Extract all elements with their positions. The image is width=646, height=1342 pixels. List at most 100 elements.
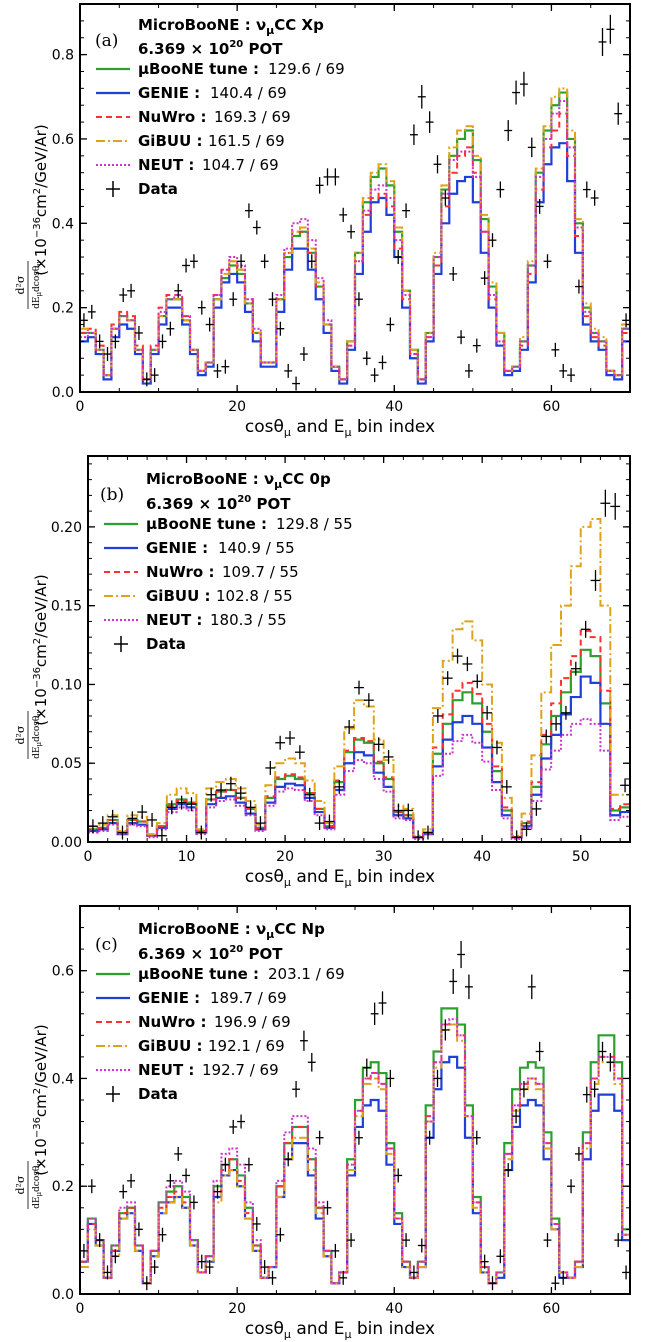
panel-c-xtick-label: 0 [76, 1301, 85, 1317]
panel-b-data-point [324, 814, 335, 829]
panel-a-data-point [598, 27, 607, 56]
panel-a-data-point [465, 363, 473, 378]
panel-a-data-point [457, 330, 465, 345]
panel-c-legend-entry: μBooNE tune : 203.1 / 69 [96, 965, 345, 983]
panel-c-legend-entry: Data [106, 1085, 178, 1103]
panel-a-ylabel: (×10−36cm2/GeV/Ar) [32, 124, 50, 275]
panel-a-data-point [80, 313, 88, 328]
panel-c-data-point [190, 1195, 198, 1210]
panel-c-data-point [378, 991, 387, 1015]
panel-c-data-point [213, 1184, 222, 1199]
panel-b-series-genie [88, 675, 630, 839]
panel-a-data-point [480, 271, 489, 286]
panel-c-data-point [103, 1265, 112, 1280]
panel-b-legend-entry: μBooNE tune : 129.8 / 55 [104, 515, 353, 533]
panel-c-ylabel-frac: d²σ dEμdcosθμ [14, 1161, 43, 1209]
panel-a-data-point [488, 233, 497, 248]
panel-c-data-point [87, 1179, 96, 1194]
panel-b-data-point [156, 828, 167, 842]
panel-c-xlabel: cosθμ and Eμ bin index [245, 1319, 435, 1341]
panel-c-legend-entry: GiBUU : 192.1 / 69 [96, 1037, 285, 1055]
panel-c-data-point [567, 1179, 575, 1194]
panel-b-data-point [265, 761, 276, 775]
panel-a-data-point [433, 155, 442, 174]
panel-a-data-point [543, 254, 552, 269]
svg-text:NEUT :: NEUT : [138, 1061, 194, 1079]
panel-b-legend: μBooNE tune : 129.8 / 55 GENIE : 140.9 / 55… [104, 515, 353, 653]
panel-a-legend-entry: GiBUU : 161.5 / 69 [96, 132, 285, 150]
panel-b-data-point [166, 800, 177, 815]
panel-c-data-point [590, 1081, 599, 1098]
svg-text:180.3 / 55: 180.3 / 55 [210, 611, 287, 629]
panel-c-data-point [182, 1168, 190, 1183]
panel-c-data-point [512, 1109, 520, 1124]
panel-a-data-point [606, 14, 615, 44]
panel-a-legend-entry: μBooNE tune : 129.6 / 69 [96, 60, 345, 78]
panel-c-data-point [457, 940, 465, 969]
panel-c-data-point [386, 1069, 395, 1088]
panel-c-data-point [307, 1053, 316, 1072]
panel-c-series-neut [80, 1018, 630, 1285]
panel-b-data-point [255, 816, 266, 831]
panel-c-legend: μBooNE tune : 203.1 / 69 GENIE : 189.7 / 69… [96, 965, 345, 1103]
panel-b-label: (b) [100, 485, 124, 505]
panel-b-data-point [176, 795, 187, 810]
panel-b-xtick-label: 50 [572, 849, 590, 865]
panel-c-data-point [425, 1130, 434, 1145]
panel-a-data-point [472, 338, 481, 353]
panel-b-data-point [472, 674, 483, 689]
svg-text:μBooNE tune :: μBooNE tune : [138, 965, 259, 983]
panel-a-data-point [582, 181, 591, 198]
panel-c-data-point [370, 1002, 379, 1025]
panel-a-data-point [237, 254, 245, 269]
panel-c-data-point [394, 1168, 403, 1183]
panel-c: 0 20 40 60 0.0 0.2 0.4 0.6 (c) MicroBooNE : νμC… [14, 905, 631, 1341]
panel-c-data-point [527, 974, 536, 1000]
panel-a-legend: μBooNE tune : 129.6 / 69 GENIE : 140.4 / 69… [96, 60, 345, 198]
panel-c-data-point [504, 1163, 513, 1178]
panel-b-data-point [501, 779, 512, 794]
panel-c-data-point [614, 1233, 623, 1248]
panel-a-data-point [205, 317, 214, 332]
panel-c-data-point [472, 1130, 481, 1145]
panel-a-data-point [174, 283, 183, 298]
panel-a-data-point [370, 368, 379, 383]
panel-a-data-point [535, 199, 544, 214]
panel-b-data-point [600, 489, 611, 517]
panel-a-data-point [166, 321, 175, 336]
svg-text:169.3 / 69: 169.3 / 69 [214, 108, 291, 126]
panel-a-data-point [142, 372, 151, 387]
panel-c-data-point [292, 1081, 300, 1098]
panel-b-data-point [551, 716, 562, 731]
panel-a-ytick-label: 0.6 [52, 132, 74, 148]
panel-b-data-point [245, 800, 256, 815]
panel-a-ticks: 0 20 40 60 0.0 0.2 0.4 0.6 0.8 [52, 4, 631, 415]
panel-a-xlabel: cosθμ and Eμ bin index [245, 417, 435, 439]
svg-text:Data: Data [138, 180, 178, 198]
panel-b-data-point [216, 783, 226, 797]
panel-c-data-point [150, 1260, 159, 1275]
panel-b-series [88, 518, 630, 840]
panel-a-data-point [520, 71, 528, 97]
panel-c-series [80, 1007, 630, 1285]
panel-b-xtick-label: 0 [84, 849, 93, 865]
svg-text:GiBUU :: GiBUU : [138, 132, 202, 150]
panel-b-legend-entry: Data [114, 635, 186, 653]
panel-a-series-neut [80, 100, 630, 381]
panel-c-ytick-label: 0.0 [52, 1287, 74, 1303]
panel-b-data-point [304, 787, 315, 802]
panel-c-data-point [582, 1086, 591, 1103]
panel-a-legend-entry: GENIE : 140.4 / 69 [96, 84, 287, 102]
svg-text:dEμdcosθμ: dEμdcosθμ [32, 261, 43, 309]
panel-a-title: MicroBooNE : νμCC Xp [138, 16, 324, 37]
panel-c-data-point [268, 1270, 277, 1285]
panel-c-data-point [449, 968, 458, 994]
panel-b-data-point [403, 803, 414, 818]
panel-c-legend-entry: GENIE : 189.7 / 69 [96, 989, 287, 1007]
panel-b-ytick-label: 0.15 [51, 599, 82, 615]
svg-text:(×10−36cm2/GeV/Ar): (×10−36cm2/GeV/Ar) [32, 1024, 50, 1175]
panel-a-data-point [245, 203, 253, 218]
panel-a-data-point [300, 347, 308, 362]
svg-text:GENIE :: GENIE : [138, 84, 200, 102]
panel-c-data-point [284, 1152, 293, 1167]
